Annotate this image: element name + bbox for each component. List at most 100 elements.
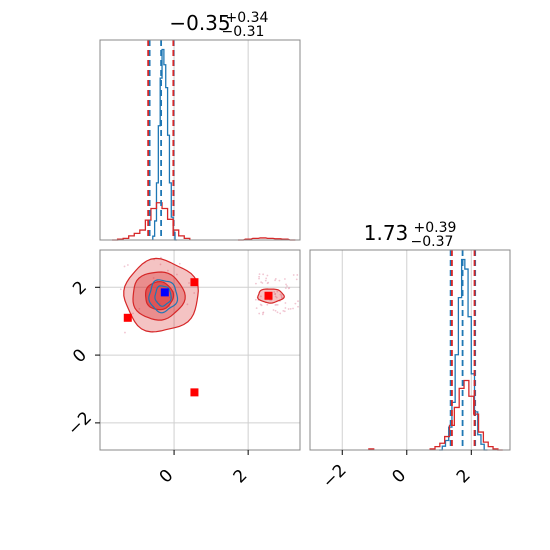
sample-point bbox=[188, 282, 190, 284]
sample-point bbox=[255, 307, 258, 310]
sample-point bbox=[280, 294, 283, 297]
sample-point bbox=[258, 277, 260, 280]
sample-point bbox=[287, 287, 290, 290]
sample-point bbox=[287, 308, 290, 310]
sample-point bbox=[265, 277, 268, 280]
marginal-2-x-ticks: −2 0 2 bbox=[319, 450, 475, 492]
sample-point bbox=[254, 298, 257, 301]
x-tick-label: 2 bbox=[453, 466, 475, 488]
marginal-2-upper-error: +0.39 bbox=[414, 220, 457, 236]
sample-point bbox=[283, 310, 286, 313]
sample-point bbox=[126, 264, 129, 266]
marginal-1-title: −0.35 bbox=[169, 11, 230, 35]
sample-point bbox=[262, 273, 265, 276]
x-tick-label: −2 bbox=[319, 461, 351, 493]
marginal-1-frame bbox=[99, 39, 301, 241]
x-tick-label: 0 bbox=[156, 466, 178, 488]
marginal-panel-1: −0.35 +0.34 −0.31 bbox=[99, 10, 301, 241]
sample-point bbox=[279, 312, 282, 315]
truth-marker-red bbox=[190, 388, 199, 397]
sample-point bbox=[284, 302, 287, 304]
sample-point bbox=[276, 290, 279, 293]
sample-point bbox=[272, 309, 275, 311]
histogram-marginal-1 bbox=[112, 48, 296, 241]
truth-marker-blue bbox=[160, 288, 169, 297]
sample-point bbox=[119, 288, 122, 291]
sample-point bbox=[132, 312, 134, 315]
sample-point bbox=[284, 307, 287, 309]
sample-point bbox=[123, 265, 126, 268]
truth-marker-red bbox=[190, 278, 199, 287]
sample-point bbox=[274, 295, 277, 298]
sample-point bbox=[292, 274, 295, 276]
blue-contour-outer bbox=[148, 279, 179, 314]
marginal-2-median: 1.73 bbox=[364, 221, 409, 245]
sample-point bbox=[159, 263, 162, 266]
sample-point bbox=[262, 311, 264, 314]
sample-point bbox=[186, 303, 189, 306]
markers bbox=[123, 278, 273, 397]
blue-contour-inner bbox=[154, 285, 172, 307]
sample-point bbox=[261, 313, 264, 316]
sample-point bbox=[258, 312, 261, 315]
sample-point bbox=[138, 307, 141, 310]
y-tick-label: −2 bbox=[64, 408, 96, 440]
grid-marginal-1 bbox=[173, 40, 249, 240]
truth-marker-red bbox=[264, 291, 273, 300]
sample-point bbox=[266, 282, 269, 285]
sample-point bbox=[124, 331, 126, 334]
sample-point bbox=[274, 279, 276, 282]
sample-point bbox=[285, 283, 287, 286]
y-tick-label: 0 bbox=[69, 345, 91, 367]
sample-point bbox=[275, 303, 278, 306]
sample-point bbox=[260, 304, 263, 307]
sample-point bbox=[297, 305, 299, 308]
sample-point bbox=[273, 291, 276, 293]
sample-point bbox=[178, 262, 181, 265]
sample-point bbox=[152, 277, 155, 279]
sample-point bbox=[193, 292, 196, 294]
marginal-2-lower-error: −0.37 bbox=[411, 234, 454, 250]
histogram-series bbox=[368, 379, 503, 451]
sample-point bbox=[296, 274, 299, 276]
sample-point bbox=[297, 300, 299, 303]
sample-point bbox=[286, 285, 288, 287]
marginal-2-title: 1.73 bbox=[364, 221, 409, 245]
sample-point bbox=[274, 278, 277, 280]
y-tick-label: 2 bbox=[69, 277, 91, 299]
sample-point bbox=[176, 273, 178, 276]
marginal-2-frame bbox=[309, 249, 511, 451]
sample-point bbox=[258, 273, 261, 276]
joint-y-ticks: −2 0 2 bbox=[64, 277, 100, 440]
sample-point bbox=[276, 311, 279, 314]
contours bbox=[123, 257, 285, 333]
sample-point bbox=[274, 293, 276, 296]
sample-point bbox=[292, 307, 294, 310]
x-tick-label: 0 bbox=[388, 466, 410, 488]
marginal-panel-2: 1.73 +0.39 −0.37 −2 0 2 bbox=[309, 220, 511, 492]
sample-point bbox=[266, 274, 269, 277]
sample-point bbox=[284, 287, 287, 289]
sample-point bbox=[275, 296, 278, 299]
histogram-series bbox=[112, 202, 296, 241]
quantile-lines-marginal-2 bbox=[449, 250, 477, 450]
x-tick-label: 2 bbox=[230, 466, 252, 488]
sample-point bbox=[274, 309, 277, 312]
marginal-1-upper-error: +0.34 bbox=[226, 10, 269, 26]
sample-point bbox=[255, 282, 257, 285]
joint-frame bbox=[99, 249, 301, 451]
sample-point bbox=[266, 303, 269, 306]
sample-point bbox=[258, 275, 260, 278]
histogram-series bbox=[439, 258, 488, 451]
sample-point bbox=[160, 256, 162, 259]
sample-point bbox=[167, 269, 169, 272]
sample-point bbox=[289, 307, 292, 310]
grid-joint bbox=[100, 250, 300, 450]
marginal-1-median: −0.35 bbox=[169, 11, 230, 35]
sample-point bbox=[278, 279, 281, 282]
histogram-marginal-2 bbox=[368, 258, 503, 451]
sample-point bbox=[295, 278, 298, 281]
